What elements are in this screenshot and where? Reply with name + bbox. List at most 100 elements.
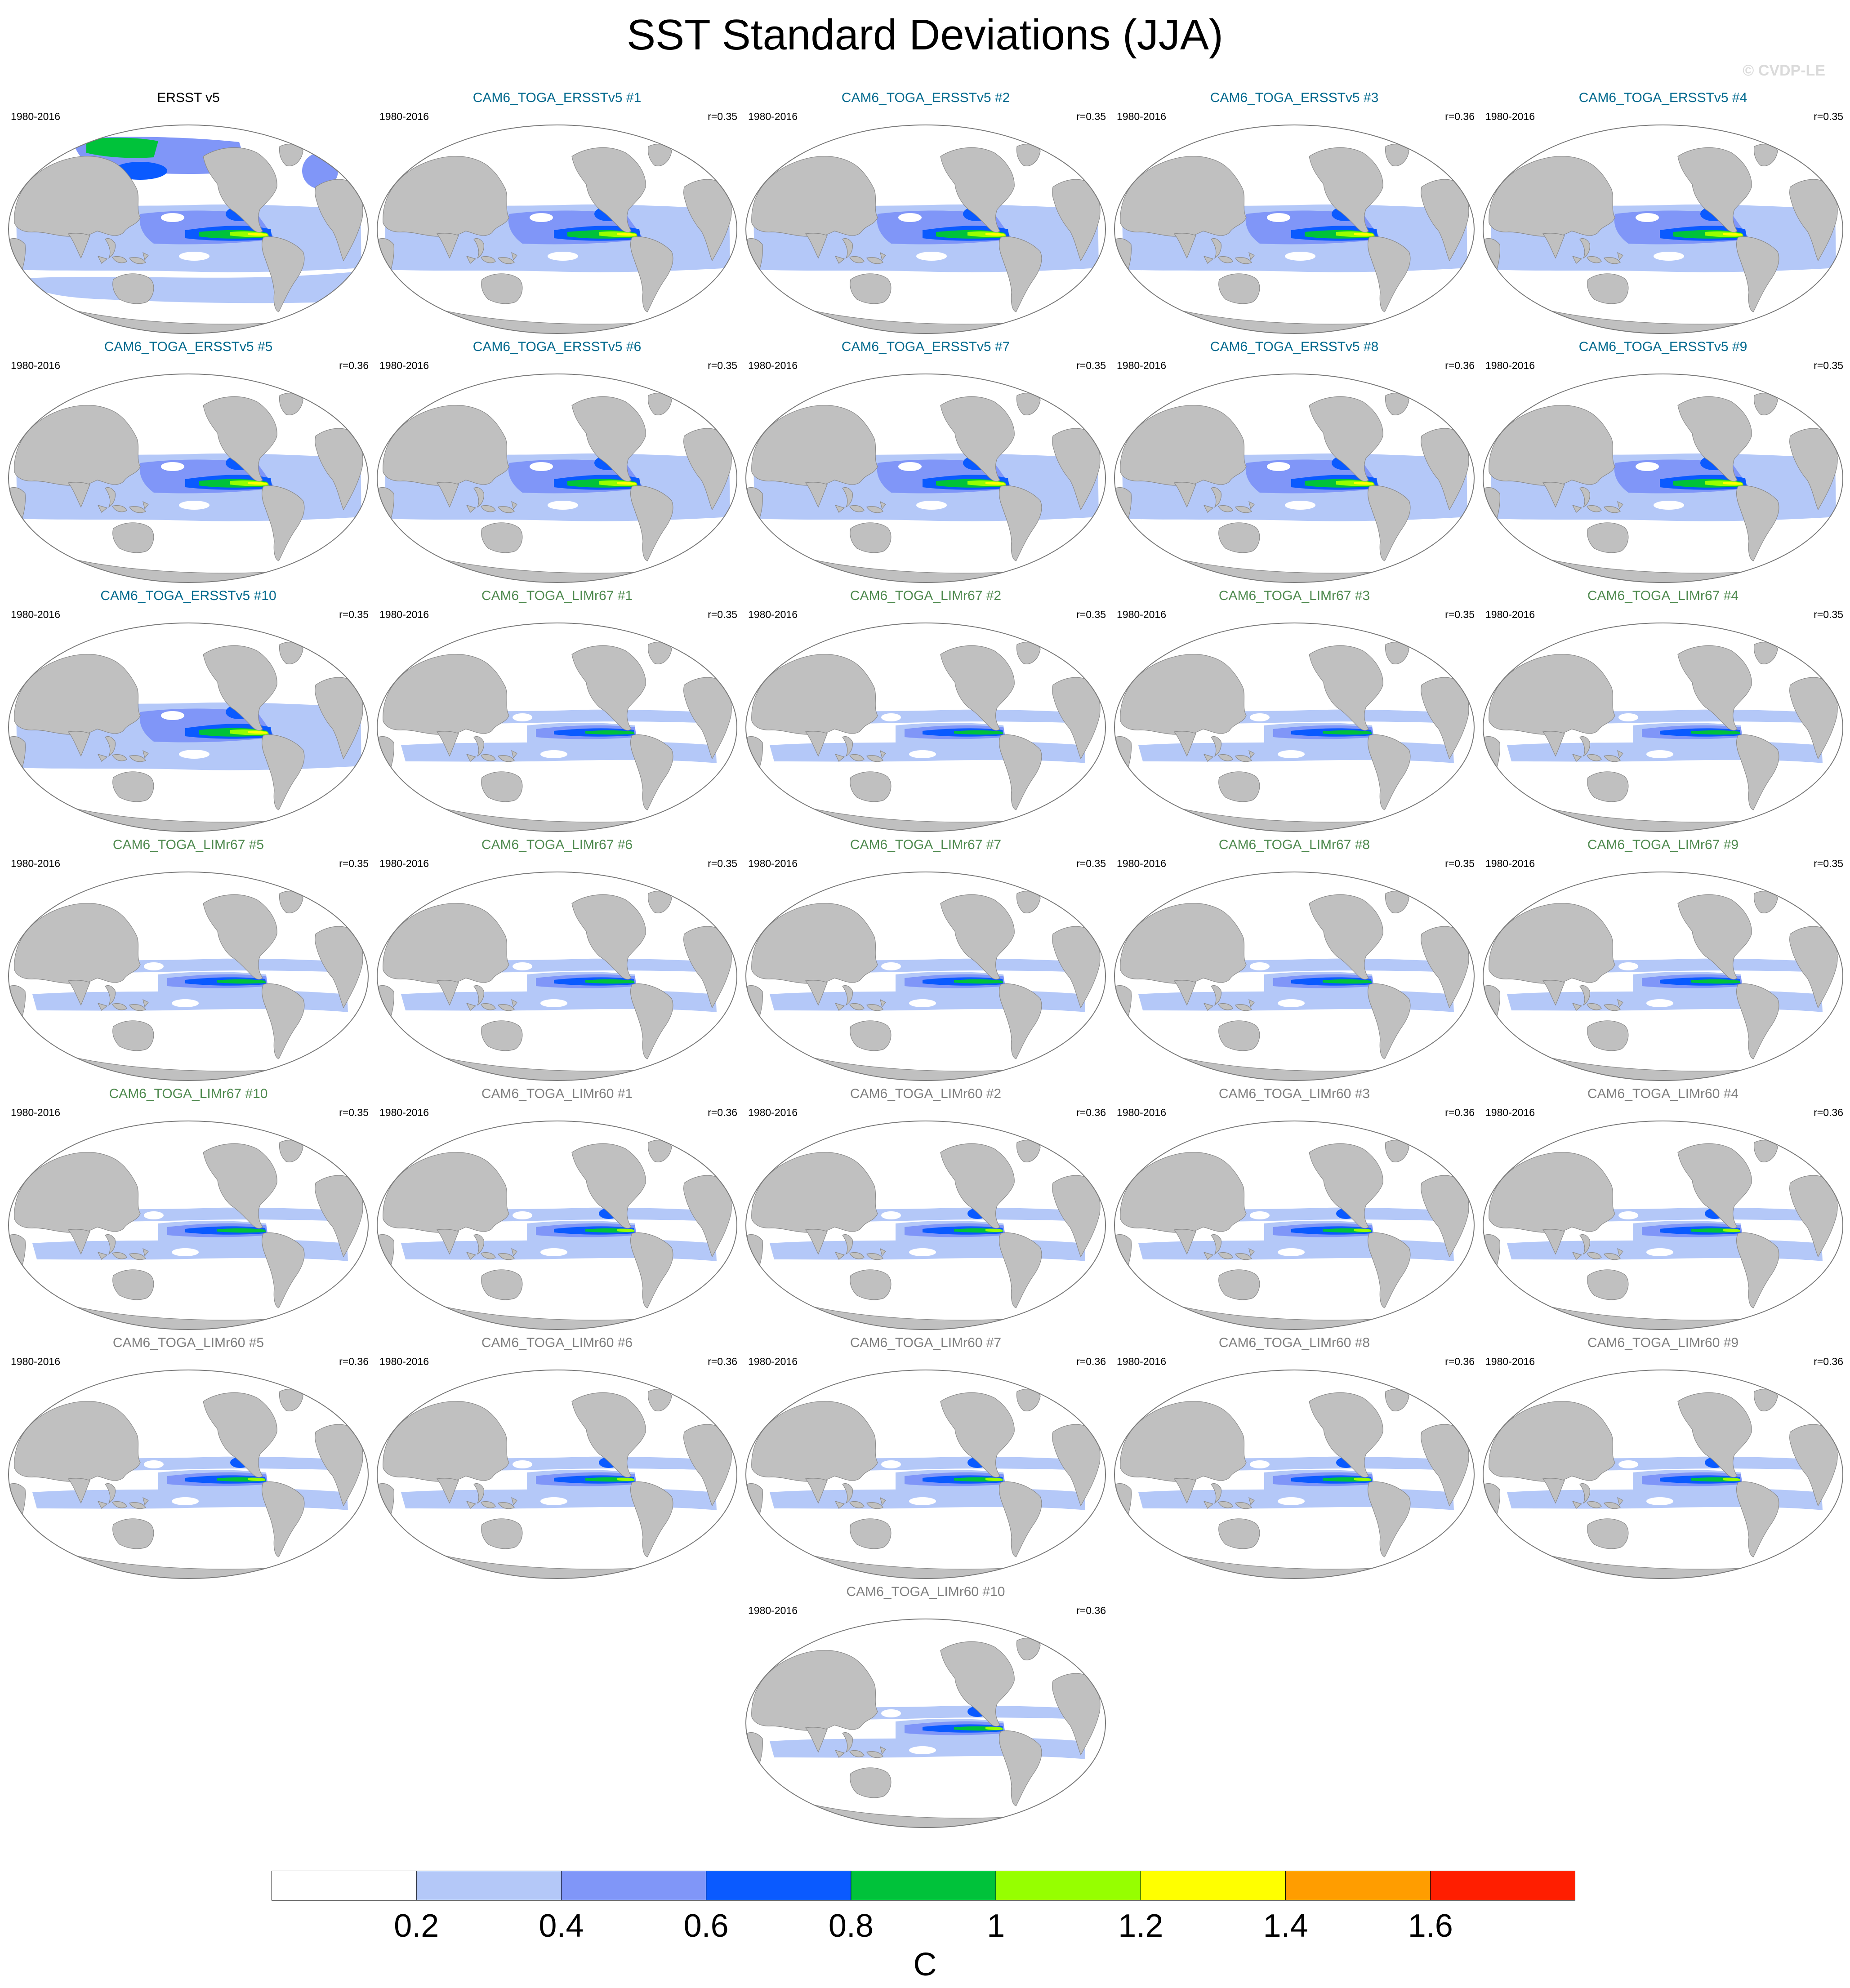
map-outline [1483,125,1843,334]
panel-title: CAM6_TOGA_LIMr60 #5 [112,1335,264,1350]
map-panel: CAM6_TOGA_ERSSTv5 #9 1980-2016 r=0.35 [1480,338,1846,587]
panel-pattern-correlation: r=0.36 [1076,1107,1106,1118]
panel-title: CAM6_TOGA_ERSSTv5 #9 [1578,339,1747,354]
map-panel: CAM6_TOGA_LIMr60 #6 1980-2016 r=0.36 [374,1334,740,1583]
panel-years: 1980-2016 [1485,360,1535,371]
map-outline [8,125,369,334]
panel-pattern-correlation: r=0.36 [1445,111,1475,122]
panel-pattern-correlation: r=0.35 [1076,858,1106,869]
land-mask [1115,1388,1469,1579]
panel-pattern-correlation: r=0.36 [708,1356,737,1367]
map-outline [745,623,1106,832]
colorbar-swatch [561,1871,707,1901]
map-outline [8,1121,369,1330]
map-outline [1114,1121,1475,1330]
panel-pattern-correlation: r=0.35 [339,1107,369,1118]
map-panel: CAM6_TOGA_ERSSTv5 #7 1980-2016 r=0.35 [743,338,1109,587]
panel-map [1483,125,1843,334]
panel-map [1483,1121,1843,1330]
panel-title: CAM6_TOGA_LIMr67 #8 [1218,837,1370,852]
panel-years: 1980-2016 [1485,609,1535,620]
panel-map [1114,374,1475,583]
map-panel: CAM6_TOGA_ERSSTv5 #1 1980-2016 r=0.35 [374,89,740,338]
panel-years: 1980-2016 [379,111,429,122]
panel-title: CAM6_TOGA_LIMr60 #6 [481,1335,633,1350]
panel-pattern-correlation: r=0.36 [1445,1107,1475,1118]
map-panel: CAM6_TOGA_LIMr67 #8 1980-2016 r=0.35 [1111,836,1477,1085]
panel-map [8,374,369,583]
panel-title: ERSST v5 [157,90,220,105]
panel-years: 1980-2016 [1117,360,1166,371]
map-panel: CAM6_TOGA_LIMr67 #7 1980-2016 r=0.35 [743,836,1109,1085]
panel-map [745,872,1106,1081]
panel-pattern-correlation: r=0.36 [1814,1107,1843,1118]
panel-pattern-correlation: r=0.36 [1814,1356,1843,1367]
colorbar-swatch [706,1871,851,1901]
panel-title: CAM6_TOGA_LIMr67 #4 [1587,588,1739,603]
panel-years: 1980-2016 [11,111,60,122]
map-outline [1114,1370,1475,1579]
map-panel: CAM6_TOGA_ERSSTv5 #3 1980-2016 r=0.36 [1111,89,1477,338]
panel-years: 1980-2016 [1117,111,1166,122]
panel-map [8,872,369,1081]
map-panel: CAM6_TOGA_LIMr60 #9 1980-2016 r=0.36 [1480,1334,1846,1583]
map-outline [1114,125,1475,334]
map-panel: CAM6_TOGA_LIMr67 #4 1980-2016 r=0.35 [1480,587,1846,836]
colorbar-tick: 0.8 [828,1908,874,1944]
land-mask [378,143,732,334]
panel-title: CAM6_TOGA_LIMr67 #3 [1218,588,1370,603]
panel-map [1483,1370,1843,1579]
panel-years: 1980-2016 [1485,111,1535,122]
panel-title: CAM6_TOGA_ERSSTv5 #1 [473,90,642,105]
panel-years: 1980-2016 [379,1107,429,1118]
panel-pattern-correlation: r=0.35 [339,858,369,869]
land-mask [747,1139,1101,1330]
colorbar-swatch [995,1871,1141,1901]
panel-years: 1980-2016 [1117,1107,1166,1118]
map-outline [1114,623,1475,832]
panel-years: 1980-2016 [11,609,60,620]
colorbar-swatch [416,1871,562,1901]
panel-years: 1980-2016 [11,360,60,371]
map-panel: CAM6_TOGA_ERSSTv5 #8 1980-2016 r=0.36 [1111,338,1477,587]
panel-pattern-correlation: r=0.35 [339,609,369,620]
panel-years: 1980-2016 [748,858,798,869]
panel-map [745,125,1106,334]
panel-pattern-correlation: r=0.35 [708,858,737,869]
panel-title: CAM6_TOGA_ERSSTv5 #3 [1210,90,1379,105]
map-panel: CAM6_TOGA_LIMr67 #10 1980-2016 r=0.35 [5,1085,371,1334]
land-mask [9,1139,363,1330]
map-outline [1483,872,1843,1081]
panel-years: 1980-2016 [748,1107,798,1118]
panel-title: CAM6_TOGA_LIMr60 #2 [850,1086,1002,1101]
panel-map [1483,374,1843,583]
panel-pattern-correlation: r=0.35 [708,111,737,122]
panel-title: CAM6_TOGA_LIMr67 #5 [112,837,264,852]
map-panel: CAM6_TOGA_ERSSTv5 #10 1980-2016 r=0.35 [5,587,371,836]
colorbar-tick: 0.6 [683,1908,729,1944]
map-panel: CAM6_TOGA_LIMr60 #1 1980-2016 r=0.36 [374,1085,740,1334]
map-outline [745,1121,1106,1330]
panel-pattern-correlation: r=0.36 [708,1107,737,1118]
map-panel: CAM6_TOGA_LIMr67 #9 1980-2016 r=0.35 [1480,836,1846,1085]
map-outline [377,1370,737,1579]
colorbar-tick-labels: 0.2 0.4 0.6 0.8 1 1.2 1.4 1.6 [0,1908,1850,1944]
map-panel: CAM6_TOGA_LIMr60 #7 1980-2016 r=0.36 [743,1334,1109,1583]
panel-title: CAM6_TOGA_LIMr60 #3 [1218,1086,1370,1101]
map-panel: CAM6_TOGA_LIMr60 #4 1980-2016 r=0.36 [1480,1085,1846,1334]
map-panel: CAM6_TOGA_ERSSTv5 #6 1980-2016 r=0.35 [374,338,740,587]
panel-map [745,623,1106,832]
map-outline [8,374,369,583]
panel-pattern-correlation: r=0.35 [1445,858,1475,869]
map-panel: CAM6_TOGA_LIMr60 #3 1980-2016 r=0.36 [1111,1085,1477,1334]
panel-map [8,1121,369,1330]
map-outline [1114,872,1475,1081]
map-panel: CAM6_TOGA_ERSSTv5 #4 1980-2016 r=0.35 [1480,89,1846,338]
colorbar-tick: 0.2 [394,1908,439,1944]
map-outline [377,872,737,1081]
map-outline [1483,1370,1843,1579]
panel-title: CAM6_TOGA_ERSSTv5 #4 [1578,90,1747,105]
map-outline [745,1619,1106,1828]
panel-map [8,1370,369,1579]
panel-title: CAM6_TOGA_LIMr67 #1 [481,588,633,603]
